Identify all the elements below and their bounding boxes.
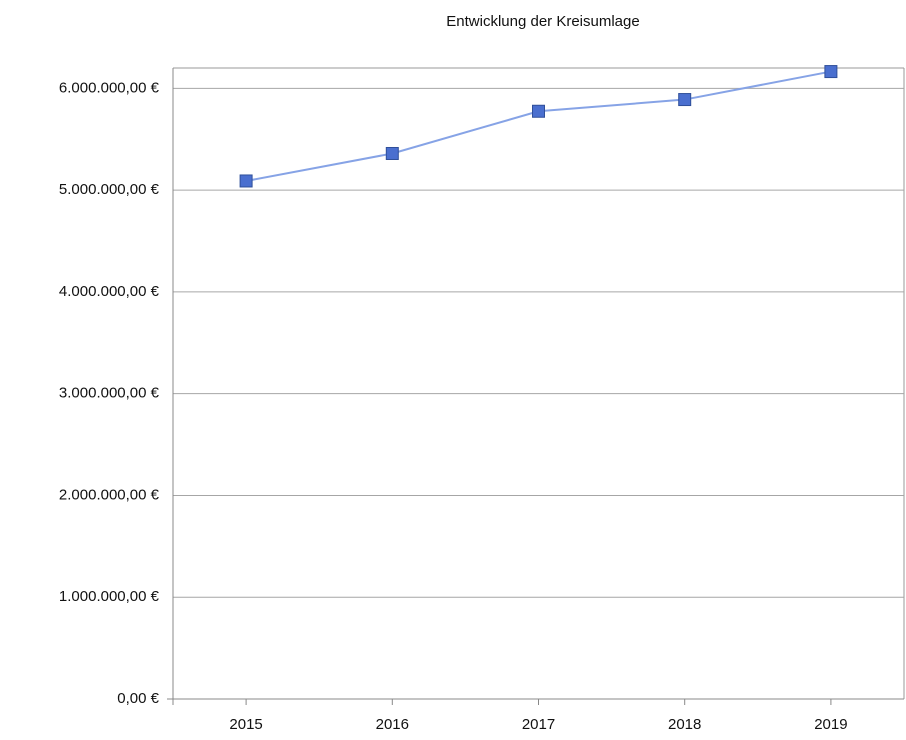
data-point [678,93,692,107]
y-tick-label: 3.000.000,00 € [59,385,160,402]
y-tick-label: 6.000.000,00 € [59,79,160,96]
x-tick-label: 2019 [814,716,847,733]
y-tick-label: 4.000.000,00 € [59,283,160,300]
y-tick-label: 2.000.000,00 € [59,486,160,503]
chart-title: Entwicklung der Kreisumlage [446,13,639,30]
data-point [532,104,545,118]
y-tick-label: 5.000.000,00 € [59,181,160,198]
data-point [239,174,253,188]
y-tick-label: 1.000.000,00 € [59,588,160,605]
data-point [824,65,838,79]
x-tick-label: 2016 [376,716,409,733]
x-tick-label: 2018 [668,716,701,733]
y-tick-label: 0,00 € [117,690,159,707]
x-tick-label: 2015 [229,716,262,733]
data-point [385,146,399,160]
x-tick-label: 2017 [522,716,555,733]
